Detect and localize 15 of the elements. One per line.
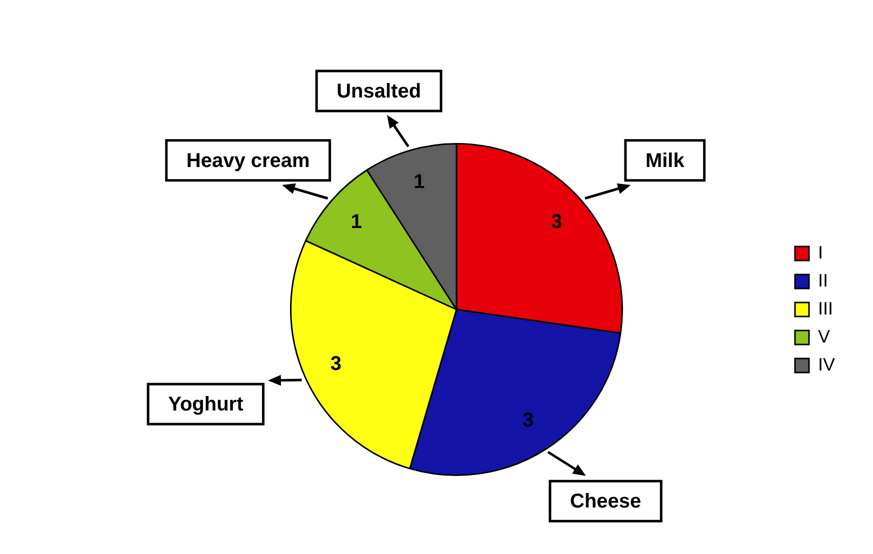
legend-label: III [818, 298, 834, 318]
text: Cheese [570, 490, 642, 513]
text: Milk [645, 150, 686, 172]
text: Unsalted [336, 80, 422, 102]
data-label: 3 [330, 353, 342, 376]
legend-label: II [818, 270, 828, 290]
data-label: 3 [551, 211, 562, 234]
data-label: 1 [414, 170, 425, 193]
legend-label: I [818, 242, 824, 262]
data-label: 3 [522, 410, 534, 432]
legend-label: IV [818, 354, 836, 374]
data-label: 1 [350, 211, 362, 234]
legend-label: V [818, 326, 830, 346]
text: Yoghurt [168, 394, 244, 416]
text: Heavy cream [186, 150, 310, 172]
